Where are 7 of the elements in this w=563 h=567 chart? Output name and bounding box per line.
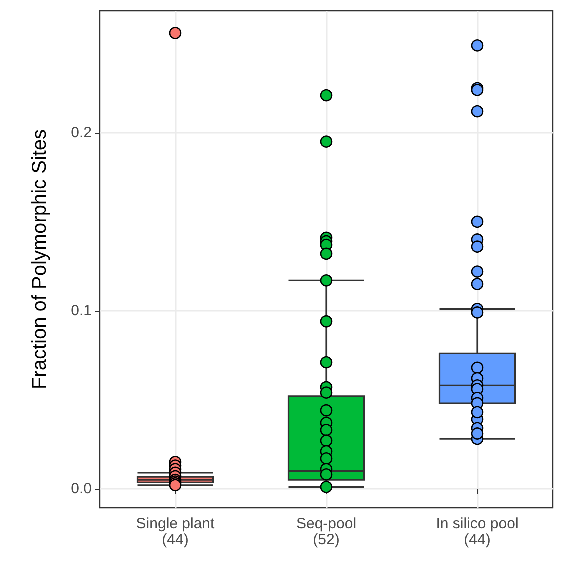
x-tick-label: In silico pool (44) <box>436 516 519 548</box>
x-tick-label: Seq-pool (52) <box>296 516 357 548</box>
y-tick-label: 0.2 <box>71 124 92 142</box>
y-tick-label: 0.1 <box>71 302 92 320</box>
x-tick-label: Single plant (44) <box>136 516 216 548</box>
y-tick-label: 0.0 <box>71 480 92 498</box>
y-axis-title: Fraction of Polymorphic Sites <box>29 129 51 390</box>
